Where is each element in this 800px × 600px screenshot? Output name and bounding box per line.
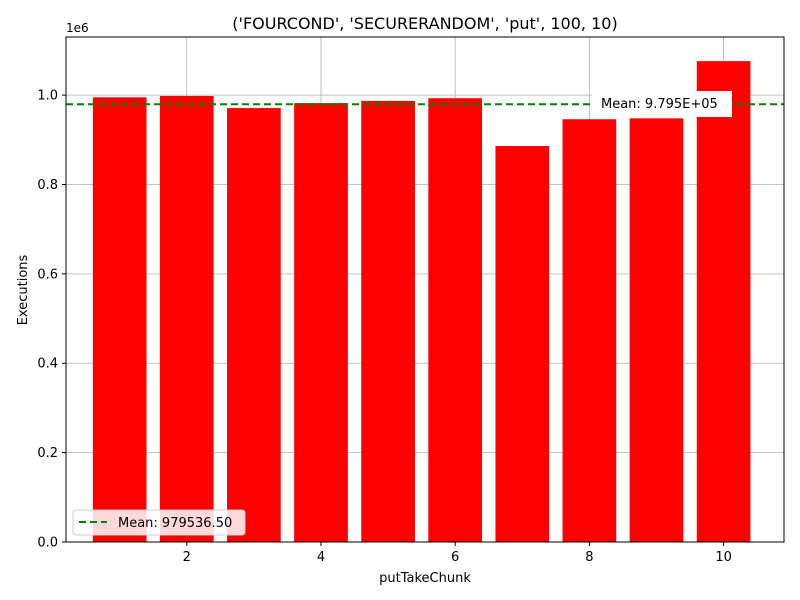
bar <box>361 100 415 543</box>
x-axis-label: putTakeChunk <box>379 571 471 586</box>
bar <box>696 61 751 542</box>
x-tick-label: 8 <box>585 550 593 565</box>
mean-annotation-box <box>592 91 732 117</box>
bar <box>562 119 617 542</box>
y-tick-label: 0.0 <box>37 536 58 551</box>
bar <box>495 146 550 542</box>
legend: Mean: 979536.50 <box>72 509 246 536</box>
x-tick-label: 2 <box>183 550 191 565</box>
bar <box>92 97 147 543</box>
bar <box>629 118 684 543</box>
y-tick-label: 0.2 <box>37 446 58 461</box>
x-tick-label: 6 <box>451 550 459 565</box>
bar <box>428 98 483 543</box>
bar <box>294 103 348 542</box>
chart-title: ('FOURCOND', 'SECURERANDOM', 'put', 100,… <box>232 14 617 33</box>
y-axis-ticks: 0.0 0.2 0.4 0.6 0.8 1.0 <box>37 89 66 551</box>
y-tick-label: 0.8 <box>37 178 58 193</box>
legend-box <box>72 509 246 536</box>
legend-mean-label: Mean: 979536.50 <box>118 516 232 531</box>
x-axis-ticks: 2 4 6 8 10 <box>183 542 732 565</box>
y-tick-label: 0.6 <box>37 267 58 282</box>
y-tick-label: 1.0 <box>37 89 58 104</box>
bars <box>92 61 751 543</box>
mean-annotation-text: Mean: 9.795E+05 <box>601 97 718 112</box>
plot-frame <box>65 36 785 543</box>
y-tick-label: 0.4 <box>37 357 58 372</box>
bar <box>227 108 281 542</box>
y-axis-label: Executions <box>16 254 31 325</box>
x-tick-label: 10 <box>715 550 732 565</box>
x-tick-label: 4 <box>317 550 325 565</box>
mean-annotation: Mean: 9.795E+05 <box>592 91 732 117</box>
y-axis-offset-label: 1e6 <box>66 21 89 35</box>
bar <box>159 95 214 542</box>
